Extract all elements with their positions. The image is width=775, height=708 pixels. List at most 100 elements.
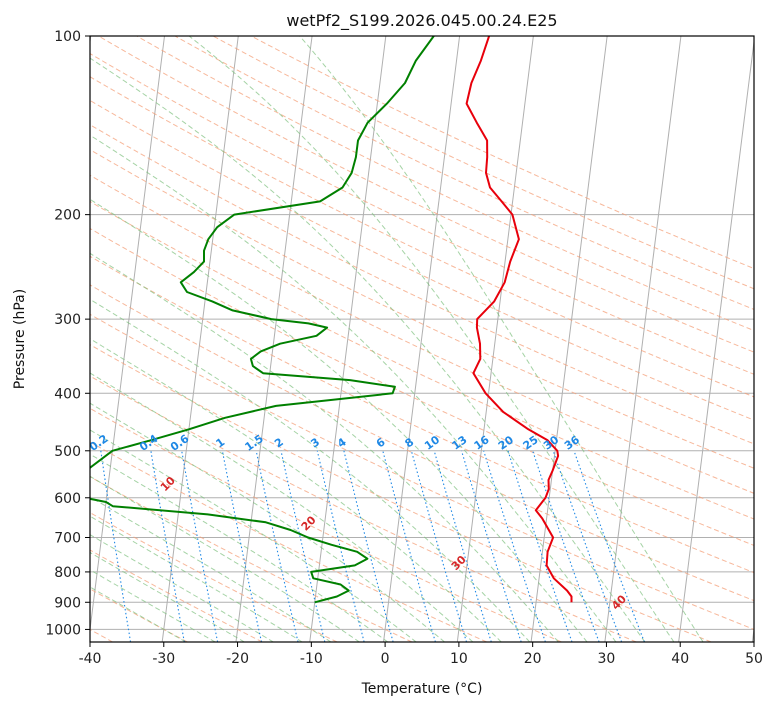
- y-tick-label: 1000: [45, 622, 81, 638]
- dry-adiabat-line: [90, 124, 754, 445]
- y-tick: 500: [54, 444, 90, 460]
- mixing-ratio-line: [316, 450, 365, 642]
- sounding-curves: [90, 36, 573, 604]
- mixing-ratio-line: [460, 450, 522, 642]
- moist-adiabat-line: [90, 586, 187, 642]
- moist-adiabat-line: [299, 36, 704, 642]
- y-tick-label: 700: [54, 531, 81, 547]
- dry-adiabat-line: [90, 53, 754, 375]
- moist-adiabat-lines: [90, 36, 704, 642]
- moist-adiabat-line: [90, 515, 303, 642]
- mixing-ratio-line: [100, 450, 132, 642]
- dry-adiabat-line: [90, 407, 562, 642]
- dry-adiabat-line: [90, 375, 637, 642]
- isotherm-line: [678, 37, 754, 642]
- y-tick: 800: [54, 565, 90, 581]
- chart-title: wetPf2_S199.2026.045.00.24.E25: [286, 11, 557, 31]
- dry-adiabat-line: [136, 36, 754, 332]
- y-tick: 1000: [45, 622, 90, 638]
- x-tick-label: -10: [300, 651, 323, 667]
- dry-adiabat-line: [90, 441, 487, 642]
- x-tick-label: -20: [226, 651, 249, 667]
- dry-adiabat-line: [90, 227, 754, 546]
- y-tick-label: 300: [54, 312, 81, 328]
- isotherm-line: [456, 36, 534, 642]
- mixing-ratio-line: [552, 450, 623, 642]
- x-tick: 20: [524, 642, 542, 667]
- y-tick: 700: [54, 531, 90, 547]
- isotherm-line: [90, 36, 165, 634]
- y-tick: 200: [54, 208, 90, 224]
- y-tick-label: 800: [54, 565, 81, 581]
- isotherm-line: [161, 36, 239, 642]
- y-tick-label: 500: [54, 444, 81, 460]
- dry-adiabat-line: [212, 36, 754, 290]
- mixing-ratio-line: [507, 450, 573, 642]
- moist-adiabat-line: [90, 57, 646, 642]
- mixing-ratio-line: [280, 450, 326, 642]
- dry-adiabat-line: [90, 344, 712, 642]
- mixing-ratio-line: [343, 450, 394, 642]
- dry-adiabat-line: [90, 99, 754, 421]
- mixing-ratio-line: [221, 450, 263, 642]
- x-tick: 10: [450, 642, 468, 667]
- x-tick: -30: [152, 642, 175, 667]
- isotherm-line: [530, 36, 608, 642]
- x-tick-label: 10: [450, 651, 468, 667]
- dry-adiabat-line: [90, 174, 754, 494]
- moist-adiabat-line: [90, 569, 216, 642]
- mixing-ratio-line: [433, 450, 492, 642]
- x-axis-label: Temperature (°C): [361, 681, 483, 697]
- x-tick: 30: [598, 642, 616, 667]
- x-tick: -20: [226, 642, 249, 667]
- y-tick: 900: [54, 595, 90, 611]
- x-tick-label: 40: [671, 651, 689, 667]
- y-tick: 100: [54, 29, 90, 45]
- x-tick-label: -30: [152, 651, 175, 667]
- mixing-ratio-line: [382, 450, 436, 642]
- moist-adiabat-line: [90, 252, 559, 642]
- dry-adiabat-lines: [90, 36, 754, 642]
- mixing-ratio-line: [150, 450, 185, 642]
- moist-adiabat-line: [90, 402, 445, 642]
- temperature-line: [465, 36, 573, 603]
- x-tick: 0: [381, 642, 390, 667]
- y-tick: 600: [54, 491, 90, 507]
- x-tick: 40: [671, 642, 689, 667]
- isobar-gridlines: [90, 36, 754, 630]
- isotherm-line: [235, 36, 313, 642]
- isotherm-line: [604, 36, 682, 642]
- mixing-ratio-line: [255, 450, 299, 642]
- x-tick-label: 30: [598, 651, 616, 667]
- y-axis-label: Pressure (hPa): [12, 289, 28, 389]
- isotherm-line: [383, 36, 461, 642]
- mixing-ratio-lines: [100, 450, 645, 642]
- dry-adiabat-line: [90, 284, 754, 602]
- x-tick: -10: [300, 642, 323, 667]
- x-tick-label: 20: [524, 651, 542, 667]
- plot-frame: [89, 35, 755, 643]
- y-tick-label: 200: [54, 208, 81, 224]
- moist-adiabat-line: [90, 475, 360, 642]
- y-axis-ticks: 100 200 300 400 500 600 700 800 900 1000: [45, 29, 90, 638]
- y-tick-label: 100: [54, 29, 81, 45]
- y-tick: 300: [54, 312, 90, 328]
- dewpoint-line: [90, 36, 435, 604]
- moist-adiabat-line: [90, 372, 474, 642]
- dry-adiabat-line: [90, 476, 413, 642]
- dry-adiabat-line: [90, 512, 338, 642]
- y-tick: 400: [54, 386, 90, 402]
- moist-adiabat-line: [188, 36, 675, 642]
- moist-adiabat-line: [90, 551, 245, 642]
- moist-adiabat-line: [90, 298, 531, 642]
- moist-adiabat-line: [90, 338, 502, 642]
- x-tick-label: -40: [79, 651, 102, 667]
- isotherm-gridlines: [90, 36, 754, 642]
- y-tick-label: 900: [54, 595, 81, 611]
- mixing-ratio-line: [181, 450, 219, 642]
- moist-adiabat-line: [90, 534, 274, 642]
- y-tick-label: 600: [54, 491, 81, 507]
- mixing-ratio-line: [532, 450, 600, 642]
